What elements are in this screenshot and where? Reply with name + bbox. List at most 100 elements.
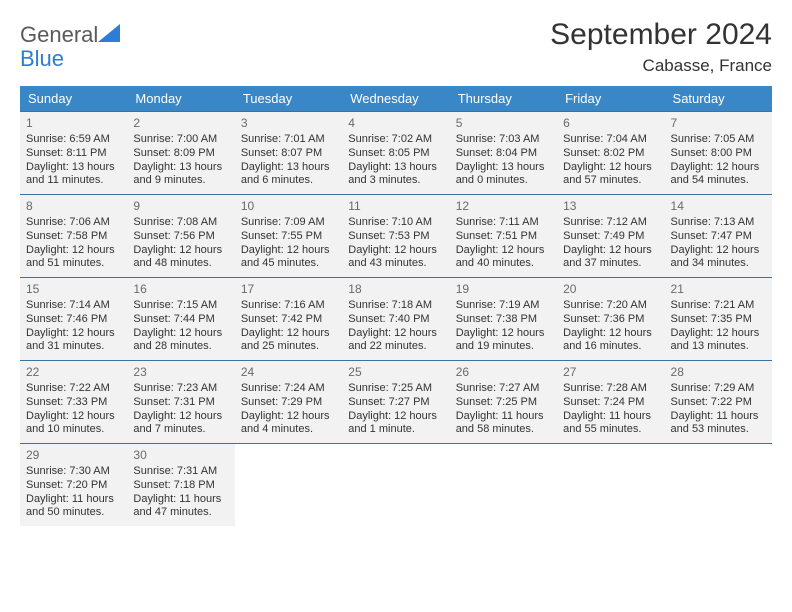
brand-name-b: Blue [20,48,64,70]
daylight-text: Daylight: 12 hours and 34 minutes. [671,244,768,272]
day-cell: 29Sunrise: 7:30 AMSunset: 7:20 PMDayligh… [20,444,127,526]
day-number: 24 [241,365,338,380]
daylight-text: Daylight: 12 hours and 10 minutes. [26,410,123,438]
daylight-text: Daylight: 12 hours and 22 minutes. [348,327,445,355]
day-number: 1 [26,116,123,131]
empty-cell [235,444,342,526]
week-row: 22Sunrise: 7:22 AMSunset: 7:33 PMDayligh… [20,360,772,443]
sunset-text: Sunset: 8:04 PM [456,147,553,161]
day-number: 10 [241,199,338,214]
sunset-text: Sunset: 8:11 PM [26,147,123,161]
sunrise-text: Sunrise: 7:05 AM [671,133,768,147]
sunset-text: Sunset: 7:55 PM [241,230,338,244]
daylight-text: Daylight: 12 hours and 54 minutes. [671,161,768,189]
weekday-header-row: SundayMondayTuesdayWednesdayThursdayFrid… [20,86,772,111]
day-cell: 10Sunrise: 7:09 AMSunset: 7:55 PMDayligh… [235,195,342,277]
daylight-text: Daylight: 13 hours and 11 minutes. [26,161,123,189]
empty-cell [450,444,557,526]
day-cell: 18Sunrise: 7:18 AMSunset: 7:40 PMDayligh… [342,278,449,360]
sunset-text: Sunset: 7:53 PM [348,230,445,244]
day-number: 18 [348,282,445,297]
day-cell: 27Sunrise: 7:28 AMSunset: 7:24 PMDayligh… [557,361,664,443]
day-cell: 14Sunrise: 7:13 AMSunset: 7:47 PMDayligh… [665,195,772,277]
sunrise-text: Sunrise: 7:14 AM [26,299,123,313]
day-number: 4 [348,116,445,131]
sunset-text: Sunset: 7:56 PM [133,230,230,244]
daylight-text: Daylight: 12 hours and 31 minutes. [26,327,123,355]
sunset-text: Sunset: 7:20 PM [26,479,123,493]
daylight-text: Daylight: 13 hours and 0 minutes. [456,161,553,189]
sunrise-text: Sunrise: 7:15 AM [133,299,230,313]
weekday-header: Saturday [665,86,772,111]
weekday-header: Wednesday [342,86,449,111]
daylight-text: Daylight: 12 hours and 43 minutes. [348,244,445,272]
daylight-text: Daylight: 11 hours and 55 minutes. [563,410,660,438]
calendar-page: General Blue September 2024 Cabasse, Fra… [0,0,792,612]
day-number: 19 [456,282,553,297]
sunrise-text: Sunrise: 7:11 AM [456,216,553,230]
sunrise-text: Sunrise: 7:31 AM [133,465,230,479]
week-row: 15Sunrise: 7:14 AMSunset: 7:46 PMDayligh… [20,277,772,360]
sunset-text: Sunset: 7:35 PM [671,313,768,327]
day-number: 23 [133,365,230,380]
sunrise-text: Sunrise: 7:10 AM [348,216,445,230]
sunset-text: Sunset: 7:33 PM [26,396,123,410]
day-cell: 6Sunrise: 7:04 AMSunset: 8:02 PMDaylight… [557,112,664,194]
day-cell: 17Sunrise: 7:16 AMSunset: 7:42 PMDayligh… [235,278,342,360]
sunrise-text: Sunrise: 7:08 AM [133,216,230,230]
day-number: 15 [26,282,123,297]
day-number: 26 [456,365,553,380]
sunset-text: Sunset: 7:42 PM [241,313,338,327]
brand-logo: General Blue [20,18,120,68]
daylight-text: Daylight: 12 hours and 1 minute. [348,410,445,438]
daylight-text: Daylight: 11 hours and 50 minutes. [26,493,123,521]
day-number: 3 [241,116,338,131]
daylight-text: Daylight: 12 hours and 57 minutes. [563,161,660,189]
sunset-text: Sunset: 8:00 PM [671,147,768,161]
daylight-text: Daylight: 12 hours and 4 minutes. [241,410,338,438]
sunrise-text: Sunrise: 7:23 AM [133,382,230,396]
sunset-text: Sunset: 8:07 PM [241,147,338,161]
daylight-text: Daylight: 11 hours and 58 minutes. [456,410,553,438]
daylight-text: Daylight: 12 hours and 13 minutes. [671,327,768,355]
day-cell: 3 Sunrise: 7:01 AMSunset: 8:07 PMDaylight… [235,112,342,194]
day-cell: 9Sunrise: 7:08 AMSunset: 7:56 PMDaylight… [127,195,234,277]
sunrise-text: Sunrise: 7:21 AM [671,299,768,313]
sunrise-text: Sunrise: 7:24 AM [241,382,338,396]
daylight-text: Daylight: 12 hours and 28 minutes. [133,327,230,355]
day-cell: 20Sunrise: 7:20 AMSunset: 7:36 PMDayligh… [557,278,664,360]
location-label: Cabasse, France [550,56,772,76]
day-number: 29 [26,448,123,463]
day-cell: 4Sunrise: 7:02 AMSunset: 8:05 PMDaylight… [342,112,449,194]
daylight-text: Daylight: 12 hours and 25 minutes. [241,327,338,355]
day-cell: 22Sunrise: 7:22 AMSunset: 7:33 PMDayligh… [20,361,127,443]
sunrise-text: Sunrise: 7:25 AM [348,382,445,396]
day-number: 27 [563,365,660,380]
week-row: 1Sunrise: 6:59 AMSunset: 8:11 PMDaylight… [20,111,772,194]
sunrise-text: Sunrise: 7:13 AM [671,216,768,230]
sunrise-text: Sunrise: 7:01 AM [241,133,338,147]
day-cell: 15Sunrise: 7:14 AMSunset: 7:46 PMDayligh… [20,278,127,360]
day-number: 25 [348,365,445,380]
day-number: 17 [241,282,338,297]
logo-triangle-icon [98,24,120,42]
week-row: 29Sunrise: 7:30 AMSunset: 7:20 PMDayligh… [20,443,772,526]
sunset-text: Sunset: 7:25 PM [456,396,553,410]
day-number: 9 [133,199,230,214]
day-cell: 1Sunrise: 6:59 AMSunset: 8:11 PMDaylight… [20,112,127,194]
daylight-text: Daylight: 12 hours and 45 minutes. [241,244,338,272]
week-row: 8Sunrise: 7:06 AMSunset: 7:58 PMDaylight… [20,194,772,277]
day-number: 20 [563,282,660,297]
day-cell: 25Sunrise: 7:25 AMSunset: 7:27 PMDayligh… [342,361,449,443]
day-number: 11 [348,199,445,214]
day-cell: 28Sunrise: 7:29 AMSunset: 7:22 PMDayligh… [665,361,772,443]
day-number: 8 [26,199,123,214]
header: General Blue September 2024 Cabasse, Fra… [20,18,772,76]
day-cell: 12Sunrise: 7:11 AMSunset: 7:51 PMDayligh… [450,195,557,277]
daylight-text: Daylight: 13 hours and 6 minutes. [241,161,338,189]
sunset-text: Sunset: 7:31 PM [133,396,230,410]
day-number: 7 [671,116,768,131]
day-cell: 24Sunrise: 7:24 AMSunset: 7:29 PMDayligh… [235,361,342,443]
day-cell: 30Sunrise: 7:31 AMSunset: 7:18 PMDayligh… [127,444,234,526]
weeks-container: 1Sunrise: 6:59 AMSunset: 8:11 PMDaylight… [20,111,772,526]
